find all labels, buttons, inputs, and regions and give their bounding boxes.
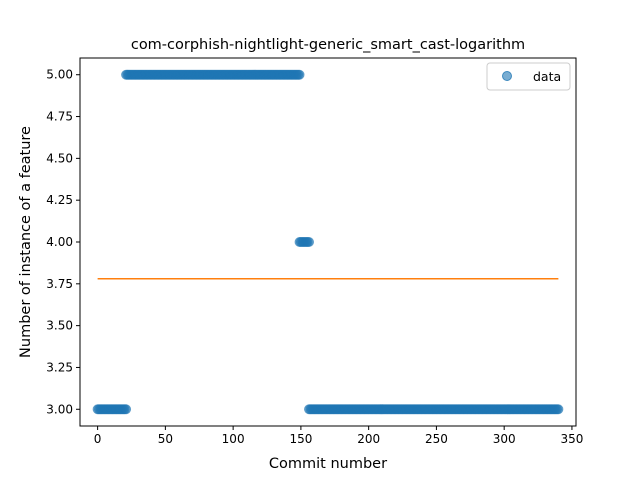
data-point <box>304 237 315 247</box>
legend-label-data: data <box>533 69 561 84</box>
x-tick-label: 250 <box>425 432 448 446</box>
y-tick-label: 4.50 <box>46 151 73 165</box>
series-layer <box>92 69 564 415</box>
x-tick-label: 300 <box>493 432 516 446</box>
legend-marker <box>502 71 512 81</box>
legend: data <box>486 62 571 91</box>
y-tick-label: 4.25 <box>46 193 73 207</box>
y-tick-label: 4.00 <box>46 235 73 249</box>
x-tick-label: 50 <box>158 432 173 446</box>
chart-title: com-corphish-nightlight-generic_smart_ca… <box>131 37 525 53</box>
data-point <box>121 404 132 415</box>
y-axis-label: Number of instance of a feature <box>18 126 34 358</box>
y-tick-label: 3.25 <box>46 360 73 374</box>
x-tick-label: 150 <box>289 432 312 446</box>
x-tick-label: 350 <box>560 432 583 446</box>
y-axis: 3.00 3.25 3.50 3.75 4.00 4.25 4.50 4.75 5.00 <box>46 68 80 416</box>
y-tick-label: 4.75 <box>46 110 73 124</box>
x-axis: 0 50 100 150 200 250 300 350 <box>94 426 583 446</box>
data-point <box>294 69 305 80</box>
x-tick-label: 200 <box>357 432 380 446</box>
y-tick-label: 3.75 <box>46 277 73 291</box>
y-tick-label: 5.00 <box>46 68 73 82</box>
plot-area <box>92 69 564 415</box>
x-tick-label: 0 <box>94 432 102 446</box>
x-axis-label: Commit number <box>269 456 387 472</box>
x-tick-label: 100 <box>222 432 245 446</box>
y-tick-label: 3.50 <box>46 319 73 333</box>
data-point <box>553 404 564 415</box>
y-tick-label: 3.00 <box>46 402 73 416</box>
legend-box <box>486 62 571 91</box>
